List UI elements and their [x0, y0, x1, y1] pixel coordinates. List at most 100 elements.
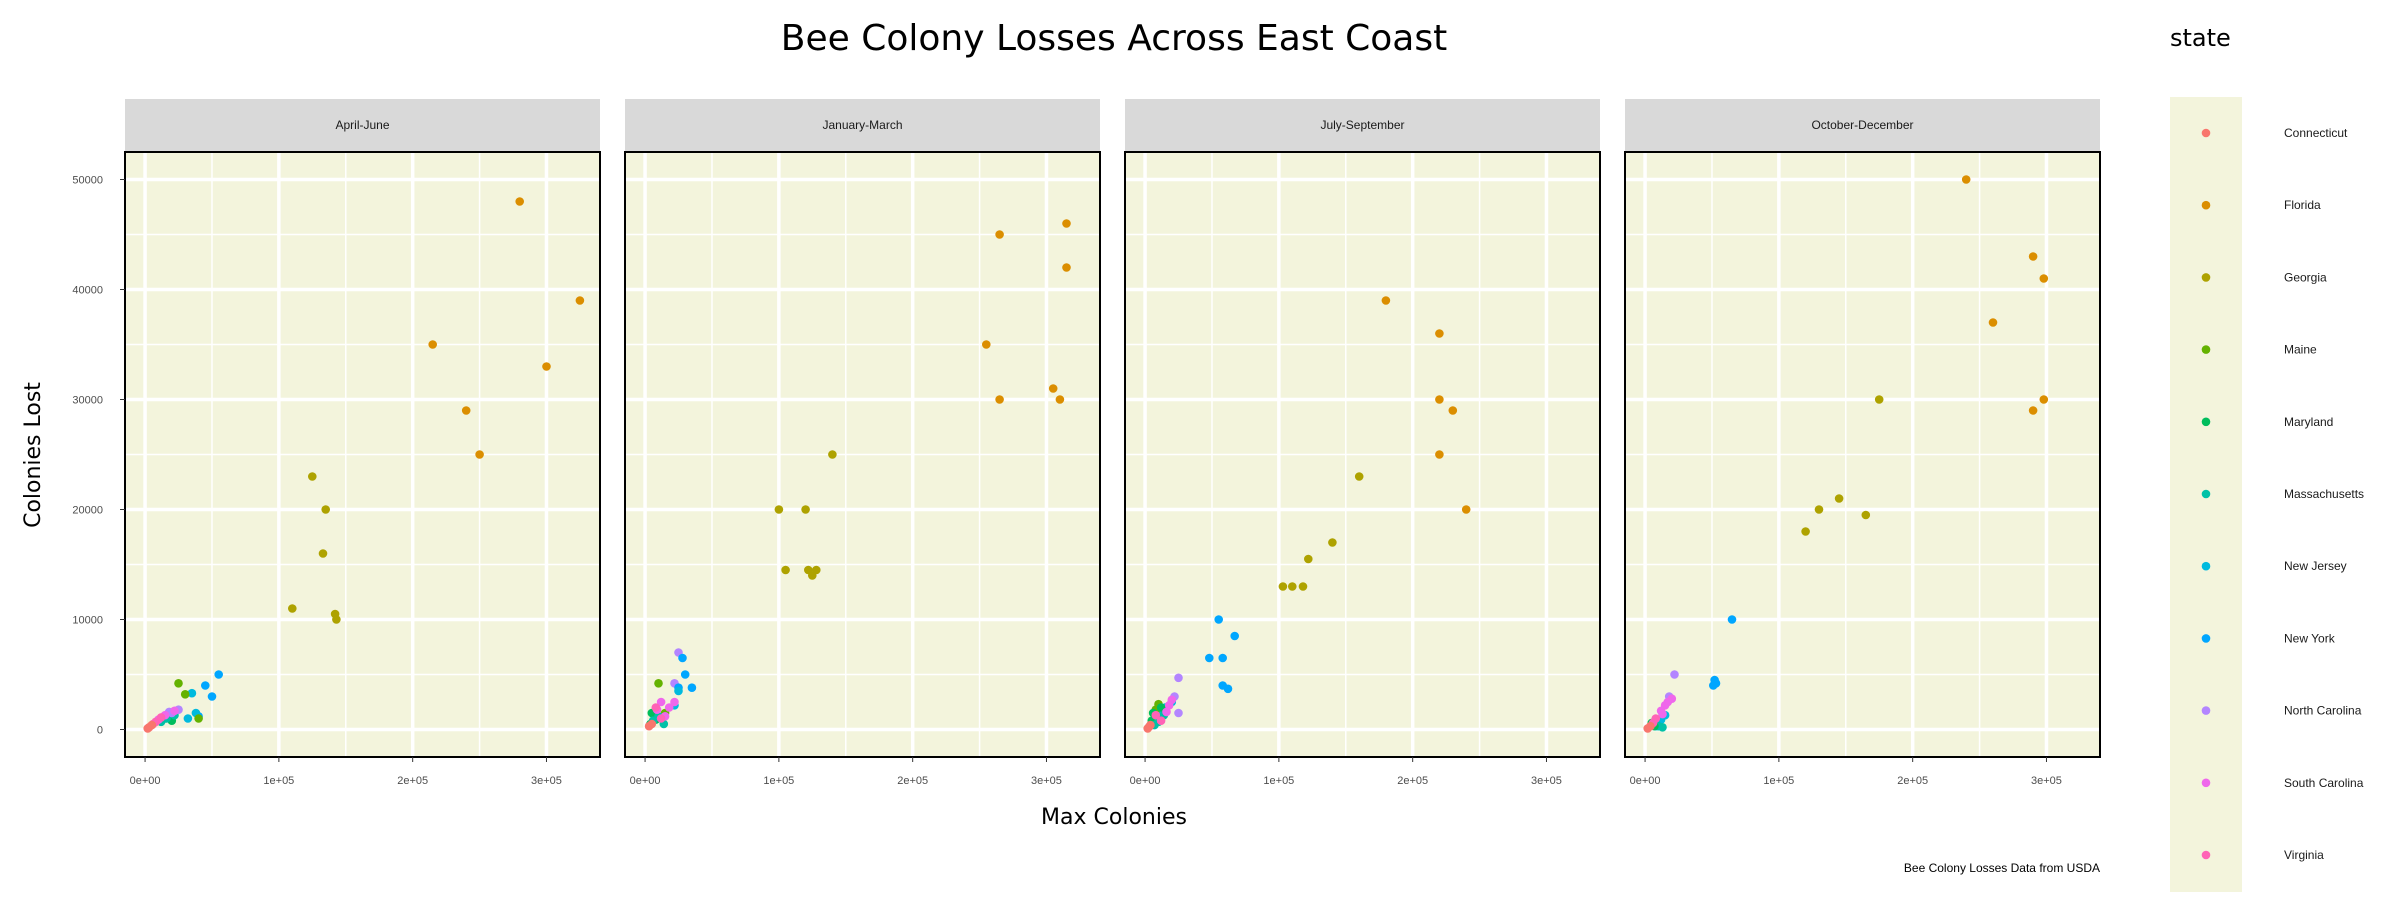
- facet-panel-april-june: April-June 0e+00 1e+05 2e+05 3e+05 0 10000 2000…: [72, 99, 601, 787]
- data-point-georgia: [1874, 395, 1884, 404]
- facet-panel-july-september: July-September 0e+00 1e+05 2e+05 3e+05: [1124, 99, 1601, 787]
- legend-item-new-jersey: New Jersey: [2201, 559, 2347, 573]
- panel-border: [624, 151, 1101, 758]
- data-point-north-carolina: [1670, 670, 1679, 679]
- data-point-georgia: [1278, 582, 1288, 591]
- legend-item-new-york: New York: [2201, 631, 2336, 645]
- data-point-georgia: [288, 604, 297, 613]
- data-point-georgia: [318, 549, 328, 558]
- legend-label: North Carolina: [2284, 704, 2362, 718]
- chart-title: Bee Colony Losses Across East Coast: [781, 18, 1448, 59]
- x-tick-label: 0e+00: [130, 775, 161, 787]
- facet-panel-january-march: January-March 0e+00 1e+05 2e+05 3e+05: [624, 99, 1101, 787]
- data-point-connecticut: [143, 724, 152, 733]
- data-point-florida: [2028, 252, 2038, 261]
- y-tick-label: 40000: [72, 285, 103, 297]
- chart-caption: Bee Colony Losses Data from USDA: [1904, 861, 2100, 875]
- data-point-connecticut: [1646, 721, 1655, 731]
- legend-item-south-carolina: South Carolina: [2201, 776, 2364, 790]
- legend-key: [2201, 489, 2211, 499]
- facet-panel-october-december: October-December 0e+00 1e+05 2e+05 3e+05: [1624, 99, 2101, 787]
- y-tick-label: 30000: [72, 395, 103, 407]
- data-point-florida: [982, 340, 991, 349]
- data-point-florida: [515, 197, 524, 206]
- x-tick-label: 3e+05: [1031, 775, 1062, 787]
- facet-strip-label: July-September: [1320, 118, 1404, 132]
- legend-item-florida: Florida: [2201, 198, 2321, 212]
- data-point-north-carolina: [1174, 708, 1183, 718]
- data-point-virginia: [1156, 716, 1166, 725]
- data-point-florida: [475, 450, 484, 459]
- data-point-georgia: [308, 472, 317, 481]
- data-point-south-carolina: [170, 706, 179, 716]
- data-point-georgia: [781, 565, 790, 575]
- data-point-new-jersey: [674, 686, 683, 696]
- data-point-virginia: [156, 713, 166, 722]
- data-point-new-jersey: [183, 714, 193, 723]
- x-tick-label: 2e+05: [1897, 775, 1928, 787]
- data-point-florida: [1062, 263, 1071, 272]
- x-tick-label: 3e+05: [2031, 775, 2062, 787]
- y-tick-label: 20000: [72, 505, 103, 517]
- data-point-new-york: [1230, 631, 1239, 641]
- panel-border: [1124, 151, 1601, 758]
- legend-label: Florida: [2284, 198, 2321, 212]
- data-point-virginia: [656, 714, 666, 723]
- x-tick-label: 2e+05: [897, 775, 928, 787]
- panel-border: [1624, 151, 2101, 758]
- x-tick-label: 3e+05: [531, 775, 562, 787]
- facet-panels: April-June 0e+00 1e+05 2e+05 3e+05 0 10000 2000…: [72, 99, 2101, 787]
- data-point-new-york: [678, 653, 687, 663]
- data-point-florida: [2039, 395, 2049, 404]
- data-point-florida: [1461, 505, 1471, 514]
- data-point-georgia: [812, 565, 821, 575]
- legend-item-maryland: Maryland: [2201, 415, 2333, 429]
- data-point-florida: [461, 406, 471, 415]
- legend-label: Georgia: [2284, 270, 2327, 284]
- data-point-connecticut: [1144, 722, 1154, 732]
- data-point-georgia: [828, 450, 837, 459]
- data-point-south-carolina: [1164, 701, 1174, 710]
- data-point-georgia: [1801, 527, 1810, 536]
- facet-strip: [1625, 99, 2100, 151]
- data-point-florida: [1435, 450, 1444, 459]
- legend-item-virginia: Virginia: [2201, 848, 2324, 862]
- data-point-maine: [194, 714, 203, 723]
- legend-item-north-carolina: North Carolina: [2201, 704, 2362, 718]
- data-point-georgia: [321, 505, 331, 514]
- x-tick-label: 0e+00: [1630, 775, 1661, 787]
- data-point-florida: [995, 395, 1004, 404]
- facet-strip-label: April-June: [335, 118, 389, 132]
- data-point-florida: [575, 296, 585, 305]
- legend-label: Maryland: [2284, 415, 2333, 429]
- legend-key: [2201, 417, 2211, 427]
- data-point-georgia: [1304, 554, 1313, 564]
- data-point-georgia: [1288, 582, 1297, 591]
- data-point-florida: [1435, 329, 1444, 338]
- data-point-maine: [654, 679, 663, 688]
- data-point-georgia: [1354, 472, 1364, 481]
- legend-label: Massachusetts: [2284, 487, 2364, 501]
- data-point-georgia: [1814, 505, 1824, 514]
- facet-strip-label: October-December: [1811, 118, 1913, 132]
- y-axis-title: Colonies Lost: [21, 382, 46, 528]
- facet-strip-label: January-March: [822, 118, 902, 132]
- legend-label: Maine: [2284, 343, 2317, 357]
- data-point-georgia: [332, 615, 341, 624]
- data-point-new-york: [201, 681, 210, 690]
- x-tick-label: 1e+05: [763, 775, 794, 787]
- data-point-florida: [2028, 406, 2038, 415]
- data-point-georgia: [774, 505, 784, 514]
- legend-label: Connecticut: [2284, 126, 2348, 140]
- y-tick-label: 50000: [72, 175, 103, 187]
- data-point-florida: [1988, 318, 1998, 327]
- data-point-massachusetts: [1658, 723, 1667, 732]
- data-point-new-york: [1214, 615, 1223, 624]
- legend-key: [2201, 850, 2211, 860]
- facet-strip: [125, 99, 600, 151]
- data-point-florida: [1435, 395, 1444, 404]
- data-point-florida: [1381, 296, 1391, 305]
- data-point-new-york: [1223, 684, 1233, 694]
- data-point-georgia: [1328, 538, 1337, 547]
- x-tick-label: 3e+05: [1531, 775, 1562, 787]
